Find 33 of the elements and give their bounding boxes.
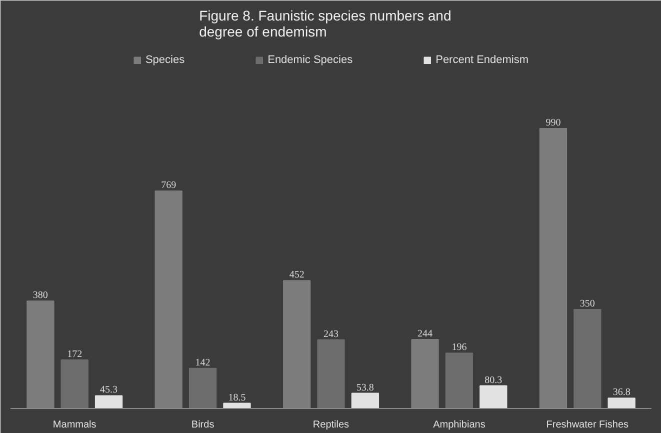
x-tick-label: Reptiles <box>312 420 350 430</box>
data-label: 769 <box>161 180 176 192</box>
data-label: 36.8 <box>612 387 630 398</box>
bar <box>317 339 345 408</box>
data-label: 53.8 <box>356 382 374 394</box>
data-label: 196 <box>452 342 467 354</box>
data-label: 990 <box>546 118 561 128</box>
data-label: 452 <box>289 270 304 281</box>
x-tick-label: Birds <box>191 420 214 430</box>
legend-label: Endemic Species <box>268 54 353 66</box>
data-label: 80.3 <box>484 374 502 386</box>
data-label: 380 <box>32 290 48 302</box>
bar <box>351 392 380 408</box>
data-label: 18.5 <box>228 392 246 404</box>
data-label: 45.3 <box>100 384 118 396</box>
legend-label: Percent Endemism <box>436 54 529 66</box>
x-tick-label: Mammals <box>52 420 96 430</box>
x-tick-label: Freshwater Fishes <box>546 420 629 430</box>
chart-title: Figure 8. Faunistic species numbers and degree of endemism <box>199 8 452 40</box>
data-label: 244 <box>418 328 433 340</box>
x-tick-label: Amphibians <box>433 420 486 430</box>
data-label: 142 <box>195 357 210 368</box>
bar <box>608 398 636 408</box>
bar <box>445 352 474 408</box>
data-label: 350 <box>580 298 595 310</box>
data-label: 172 <box>67 348 82 360</box>
bar <box>188 368 217 408</box>
bar <box>60 359 88 408</box>
bar <box>94 395 123 408</box>
legend-label: Species <box>145 54 185 66</box>
bar <box>480 385 508 408</box>
data-label: 243 <box>324 328 338 340</box>
bar <box>574 309 602 408</box>
